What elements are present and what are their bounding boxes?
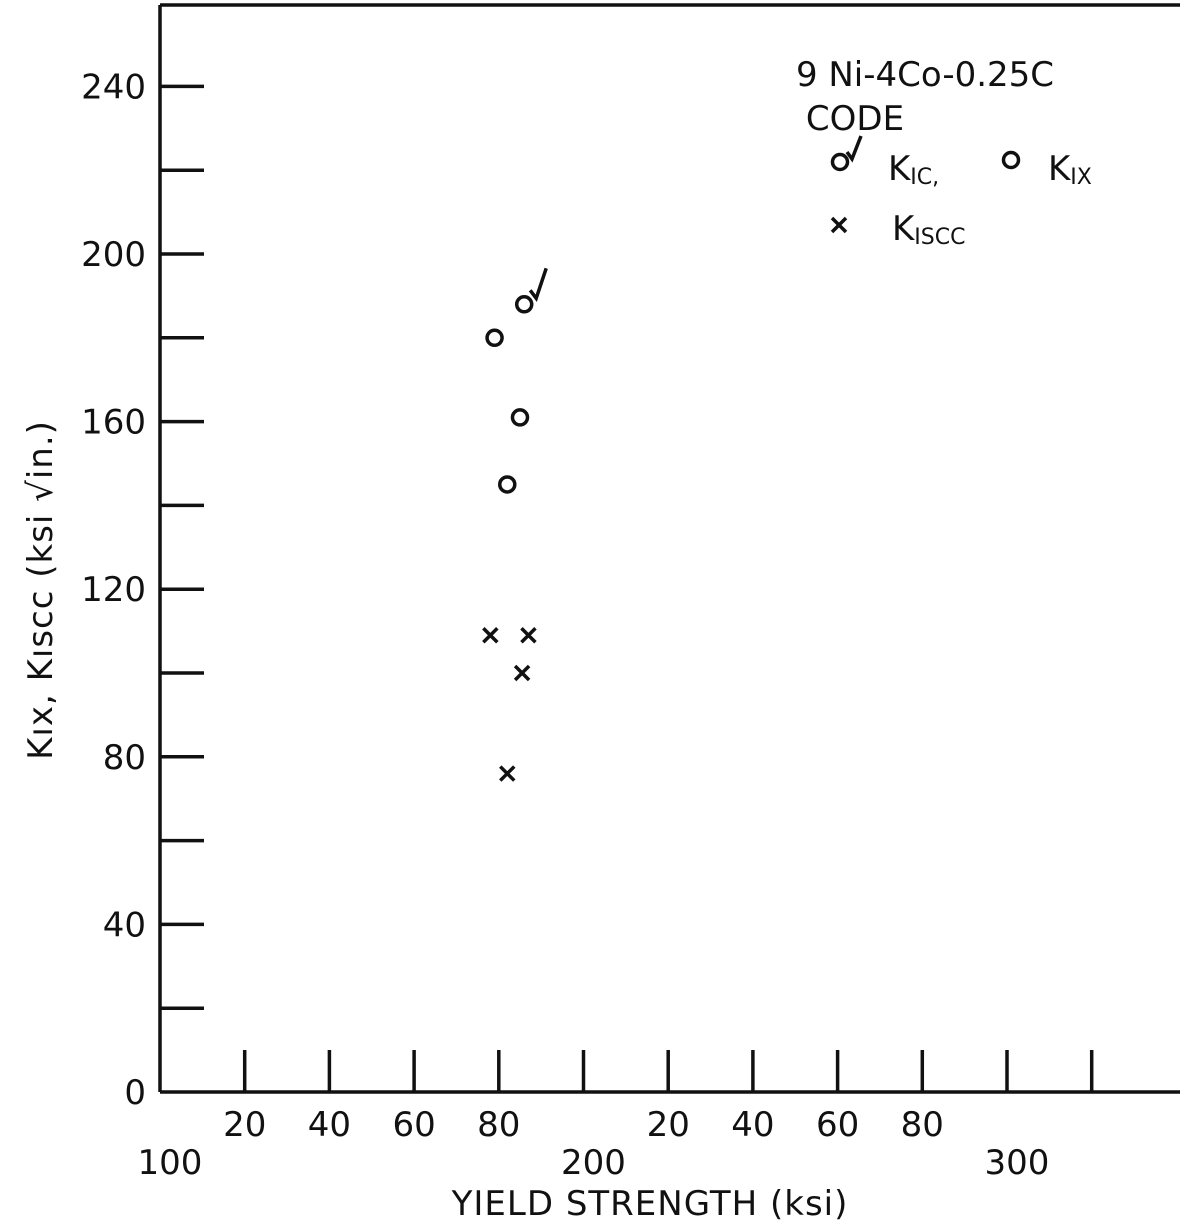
y-tick-label: 120: [81, 570, 146, 610]
legend-heading: CODE: [806, 99, 904, 139]
x-minor-tick-label: 20: [223, 1105, 266, 1145]
x-minor-tick-label: 80: [477, 1105, 520, 1145]
kiscc-point: [520, 627, 537, 644]
y-tick-label: 160: [81, 403, 146, 443]
kic-point: [514, 295, 534, 314]
legend-label-kiscc: KISCC: [892, 209, 965, 250]
y-axis-title: Kıx, Kıscc (ksi √in.): [21, 420, 61, 760]
legend-circle-marker: [1001, 150, 1021, 170]
data-points: [482, 267, 548, 782]
y-axis-title-group: Kıx, Kıscc (ksi √in.): [21, 420, 61, 760]
y-tick-label: 200: [81, 235, 146, 275]
legend-marker-kic: [830, 135, 863, 172]
legend-check-mark-icon: [845, 135, 863, 163]
legend-label-kic: KIC,: [888, 149, 939, 190]
y-tick-label: 40: [103, 905, 146, 945]
legend: 9 Ni-4Co-0.25C CODE KIC, KIX KISCC: [796, 55, 1092, 250]
legend-circle-check-marker: [830, 152, 850, 172]
chart-title: 9 Ni-4Co-0.25C: [796, 55, 1054, 95]
legend-cross-marker: [830, 216, 848, 234]
x-major-tick-label: 100: [138, 1143, 203, 1183]
y-tick-label: 240: [81, 67, 146, 107]
x-minor-tick-label: 60: [392, 1105, 435, 1145]
legend-label-kix: KIX: [1048, 149, 1092, 190]
kiscc-point: [499, 765, 516, 782]
kic-check-mark: [528, 267, 548, 303]
x-major-tick-label: 300: [985, 1143, 1050, 1183]
y-tick-label: 0: [124, 1073, 146, 1113]
kiscc-point: [513, 664, 531, 682]
x-axis-title: YIELD STRENGTH (ksi): [451, 1184, 849, 1224]
x-minor-tick-label: 60: [816, 1105, 859, 1145]
x-major-tick-label: 200: [561, 1143, 626, 1183]
kiscc-point: [482, 627, 499, 644]
x-minor-tick-label: 80: [901, 1105, 944, 1145]
axes: [158, 3, 1180, 1094]
x-minor-tick-label: 40: [308, 1105, 351, 1145]
kix-point: [510, 408, 530, 427]
ticks: 0 40 80 120 160 200 240 20 40 60 80 20 40 60 80 100 200 3…: [81, 67, 1094, 1183]
x-minor-tick-label: 20: [647, 1105, 690, 1145]
kix-point: [485, 328, 504, 348]
x-minor-tick-label: 40: [731, 1105, 774, 1145]
y-tick-label: 80: [103, 738, 146, 778]
kix-point: [498, 475, 517, 494]
